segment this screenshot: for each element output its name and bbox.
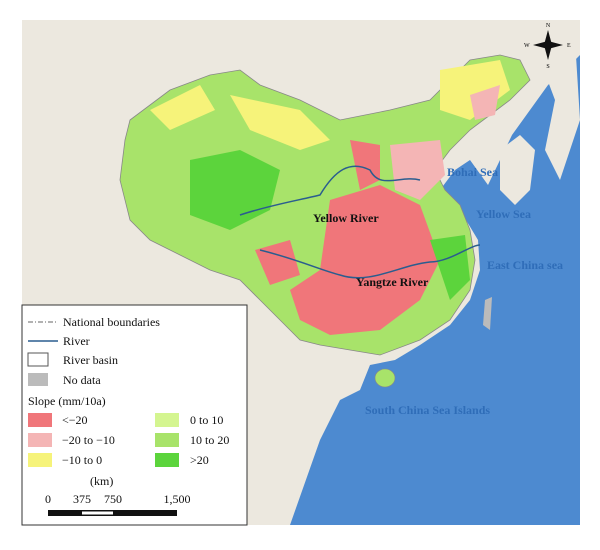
legend-class: −10 to 0 xyxy=(62,453,102,467)
japan xyxy=(540,40,580,180)
place-label: East China sea xyxy=(487,258,563,272)
hainan xyxy=(374,368,396,388)
legend: National boundaries River River basin No… xyxy=(21,304,248,526)
place-label: Yangtze River xyxy=(356,275,429,289)
zone-red xyxy=(290,185,440,335)
legend-class: 0 to 10 xyxy=(190,413,223,427)
scale-tick: 0 xyxy=(45,492,51,506)
zone-pink xyxy=(470,85,500,120)
korea xyxy=(500,135,535,205)
no-data-area xyxy=(483,297,492,330)
legend-class: 10 to 20 xyxy=(190,433,229,447)
legend-label: National boundaries xyxy=(63,315,160,329)
legend-title: Slope (mm/10a) xyxy=(28,394,106,408)
legend-label: No data xyxy=(63,373,101,387)
zone-yellow xyxy=(150,85,215,130)
scale-tick: 1,500 xyxy=(164,492,191,506)
place-label: Yellow Sea xyxy=(476,207,531,221)
compass-n: N xyxy=(546,23,551,29)
legend-label: River basin xyxy=(63,353,118,367)
zone-pink xyxy=(390,140,445,200)
zone-high xyxy=(430,235,470,300)
legend-label: River xyxy=(63,334,90,348)
compass: N S E W xyxy=(524,23,571,70)
place-label: Bohai Sea xyxy=(447,165,498,179)
zone-yellow xyxy=(440,60,510,120)
place-label: Yellow River xyxy=(313,211,379,225)
zone-yellow xyxy=(230,95,330,150)
legend-class: >20 xyxy=(190,453,209,467)
compass-e: E xyxy=(567,43,571,49)
scale-unit: (km) xyxy=(90,474,113,488)
scale-tick: 375 xyxy=(73,492,91,506)
yangtze-river xyxy=(259,244,481,279)
scale-tick: 750 xyxy=(104,492,122,506)
legend-class: <−20 xyxy=(62,413,88,427)
legend-class: −20 to −10 xyxy=(62,433,115,447)
compass-s: S xyxy=(546,64,549,70)
yellow-river xyxy=(239,165,421,216)
place-label: South China Sea Islands xyxy=(365,403,490,417)
compass-w: W xyxy=(524,43,530,49)
zone-red xyxy=(350,140,380,190)
